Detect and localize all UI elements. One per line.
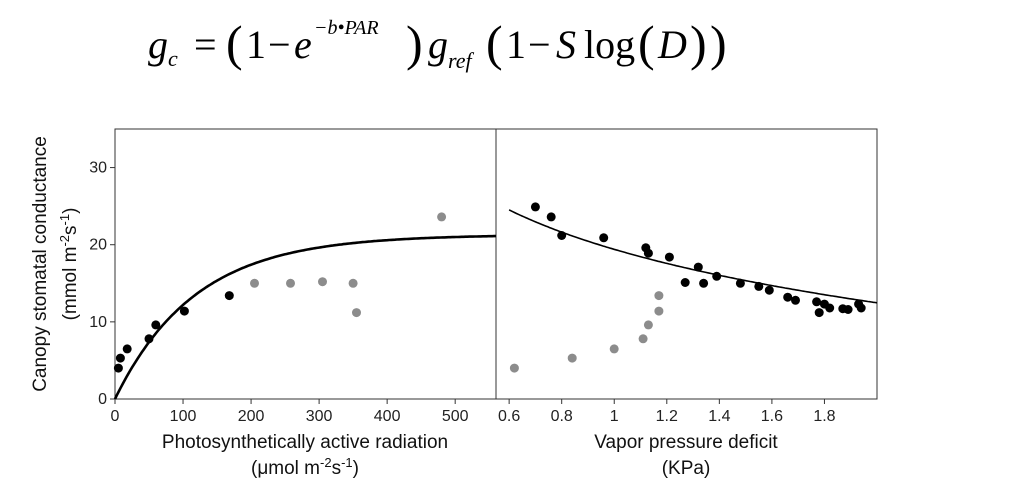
right-black-point	[712, 271, 722, 281]
formula-paren-open-3: (	[638, 15, 655, 71]
left-black-point	[122, 344, 132, 354]
formula-log: log	[584, 22, 635, 67]
formula-one-1: 1	[246, 22, 266, 67]
right-black-point	[664, 252, 674, 262]
left-x-axis-unit: (μmol m-2s-1)	[251, 455, 359, 479]
left-gray-point	[318, 277, 327, 287]
right-black-point	[814, 308, 824, 318]
y-axis-title: Canopy stomatal conductance	[30, 136, 51, 392]
right-gray-point	[654, 306, 664, 316]
left-panel-frame	[114, 128, 497, 400]
formula-g-subscript: c	[168, 46, 178, 71]
left-black-point	[179, 306, 189, 316]
right-gray-point	[638, 334, 648, 344]
right-black-point	[546, 212, 556, 222]
right-black-point	[693, 262, 703, 272]
left-black-point	[224, 291, 234, 301]
left-black-point	[113, 363, 123, 373]
right-x-axis-title: Vapor pressure deficit	[594, 432, 778, 453]
left-black-point	[144, 334, 154, 344]
right-black-point	[530, 202, 540, 212]
formula-equals: =	[194, 22, 217, 67]
left-x-tick-label: 200	[238, 408, 265, 425]
right-black-point	[791, 295, 800, 305]
right-black-point	[754, 281, 764, 291]
y-tick-label: 0	[98, 391, 107, 408]
left-x-tick-label: 500	[442, 408, 469, 425]
left-black-point	[115, 353, 125, 363]
right-panel-frame	[495, 128, 878, 400]
left-fit-curve	[113, 234, 496, 400]
left-gray-point	[286, 278, 295, 288]
right-gray-point	[654, 291, 664, 301]
right-gray-point	[643, 320, 653, 330]
right-black-point	[783, 292, 793, 302]
formula-paren-close-1: )	[406, 15, 423, 71]
plot-frame	[114, 128, 878, 400]
formula-d: D	[657, 22, 687, 67]
data-points	[113, 202, 866, 373]
formula-one-2: 1	[506, 22, 526, 67]
right-fit-curve	[508, 209, 878, 304]
axis-ticks: 0 100 200 300 400 500 0 10 20 30 0.6 0.8 1 1.2 1.4 1.6 1…	[89, 160, 835, 425]
right-black-point	[764, 285, 774, 295]
right-x-tick-label: 1.2	[656, 408, 678, 425]
y-tick-label: 20	[89, 237, 107, 254]
formula-e: e	[294, 22, 312, 67]
right-black-point	[735, 278, 745, 288]
left-x-axis-title: Photosynthetically active radiation	[162, 432, 448, 453]
right-black-point	[856, 303, 866, 313]
formula-minus-1: −	[268, 22, 291, 67]
right-x-axis-unit: (KPa)	[662, 458, 711, 479]
right-black-point	[699, 278, 709, 288]
left-gray-point	[348, 278, 358, 288]
right-black-point	[680, 278, 690, 287]
right-black-point	[825, 303, 835, 313]
formula-s: S	[556, 22, 576, 67]
formula-minus-2: −	[528, 22, 551, 67]
formula-paren-close-3: )	[690, 15, 707, 71]
right-x-tick-label: 0.8	[551, 408, 573, 425]
formula-paren-open-2: (	[486, 15, 503, 71]
model-equation: g c = ( 1 − e −b•PAR ) g ref ( 1 − S log…	[148, 15, 727, 73]
right-black-point	[643, 248, 653, 258]
formula-paren-close-2: )	[710, 15, 727, 71]
right-black-point	[812, 297, 822, 307]
formula-paren-open-1: (	[226, 15, 243, 71]
formula-exponent: −b•PAR	[314, 17, 379, 39]
left-gray-point	[437, 212, 447, 222]
right-gray-point	[567, 353, 577, 363]
right-black-point	[557, 231, 567, 240]
right-x-tick-label: 1.8	[813, 408, 835, 425]
formula-g: g	[148, 22, 168, 67]
right-x-tick-label: 0.6	[498, 408, 520, 425]
left-x-tick-label: 100	[170, 408, 197, 425]
y-tick-label: 10	[89, 314, 107, 331]
left-x-tick-label: 400	[374, 408, 401, 425]
formula-gref-g: g	[428, 22, 448, 67]
right-gray-point	[509, 363, 519, 373]
right-x-tick-label: 1.4	[708, 408, 730, 425]
left-x-tick-label: 300	[306, 408, 333, 425]
left-gray-point	[352, 308, 361, 318]
right-x-tick-label: 1.6	[761, 408, 783, 425]
right-x-tick-label: 1	[610, 408, 619, 425]
right-black-point	[599, 233, 609, 243]
fit-curves	[113, 209, 878, 400]
left-x-tick-label: 0	[111, 408, 120, 425]
left-black-point	[151, 320, 161, 330]
y-axis-unit: (mmol m-2s-1)	[57, 208, 81, 321]
right-gray-point	[609, 344, 619, 354]
right-black-point	[843, 305, 853, 314]
y-tick-label: 30	[89, 160, 107, 177]
formula-gref-subscript: ref	[448, 48, 475, 73]
left-gray-point	[250, 278, 259, 288]
